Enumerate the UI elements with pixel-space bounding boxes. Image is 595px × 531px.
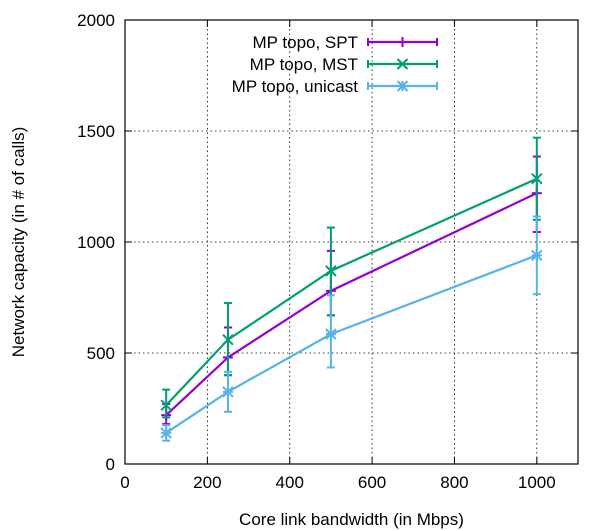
legend-item: MP topo, MST xyxy=(250,55,438,74)
legend-label: MP topo, MST xyxy=(250,55,358,74)
data-point xyxy=(531,249,543,262)
y-axis-title: Network capacity (in # of calls) xyxy=(9,127,28,358)
y-tick-label: 1500 xyxy=(77,122,115,141)
legend-marker xyxy=(397,37,408,47)
data-point xyxy=(325,265,337,277)
series-3 xyxy=(160,215,543,442)
plot-frame xyxy=(124,19,579,465)
series-line xyxy=(165,192,538,416)
x-tick-label: 0 xyxy=(120,473,129,492)
legend-marker xyxy=(396,58,409,70)
y-tick-label: 2000 xyxy=(77,11,115,30)
x-tick-label: 800 xyxy=(440,473,468,492)
y-tick-label: 500 xyxy=(87,344,115,363)
x-tick-label: 200 xyxy=(193,473,221,492)
legend-label: MP topo, SPT xyxy=(252,33,358,52)
data-point xyxy=(325,328,337,340)
legend: MP topo, SPT MP topo, MST MP topo, unicast xyxy=(232,33,438,96)
grid xyxy=(125,20,578,464)
x-tick-label: 1000 xyxy=(518,473,556,492)
x-tick-label: 600 xyxy=(358,473,386,492)
x-tick-label: 400 xyxy=(276,473,304,492)
data-point xyxy=(222,386,234,398)
series-2 xyxy=(160,136,543,419)
legend-item: MP topo, SPT xyxy=(252,33,438,52)
y-tick-label: 0 xyxy=(106,455,115,474)
error-bar xyxy=(162,388,171,419)
series-group xyxy=(160,136,543,442)
data-point xyxy=(531,173,543,185)
series-line xyxy=(165,177,538,406)
data-point xyxy=(160,399,172,411)
series-line xyxy=(165,254,538,434)
legend-label: MP topo, unicast xyxy=(232,77,359,96)
data-point xyxy=(160,427,172,439)
y-axis-ticks: 0 500 1000 1500 2000 xyxy=(77,11,578,474)
data-point xyxy=(222,333,234,346)
y-tick-label: 1000 xyxy=(77,233,115,252)
legend-marker xyxy=(396,80,409,92)
series-1 xyxy=(161,155,542,426)
legend-item: MP topo, unicast xyxy=(232,77,438,96)
x-axis-title: Core link bandwidth (in Mbps) xyxy=(239,510,464,529)
x-axis-ticks: 0 200 400 600 800 1000 xyxy=(120,20,556,492)
